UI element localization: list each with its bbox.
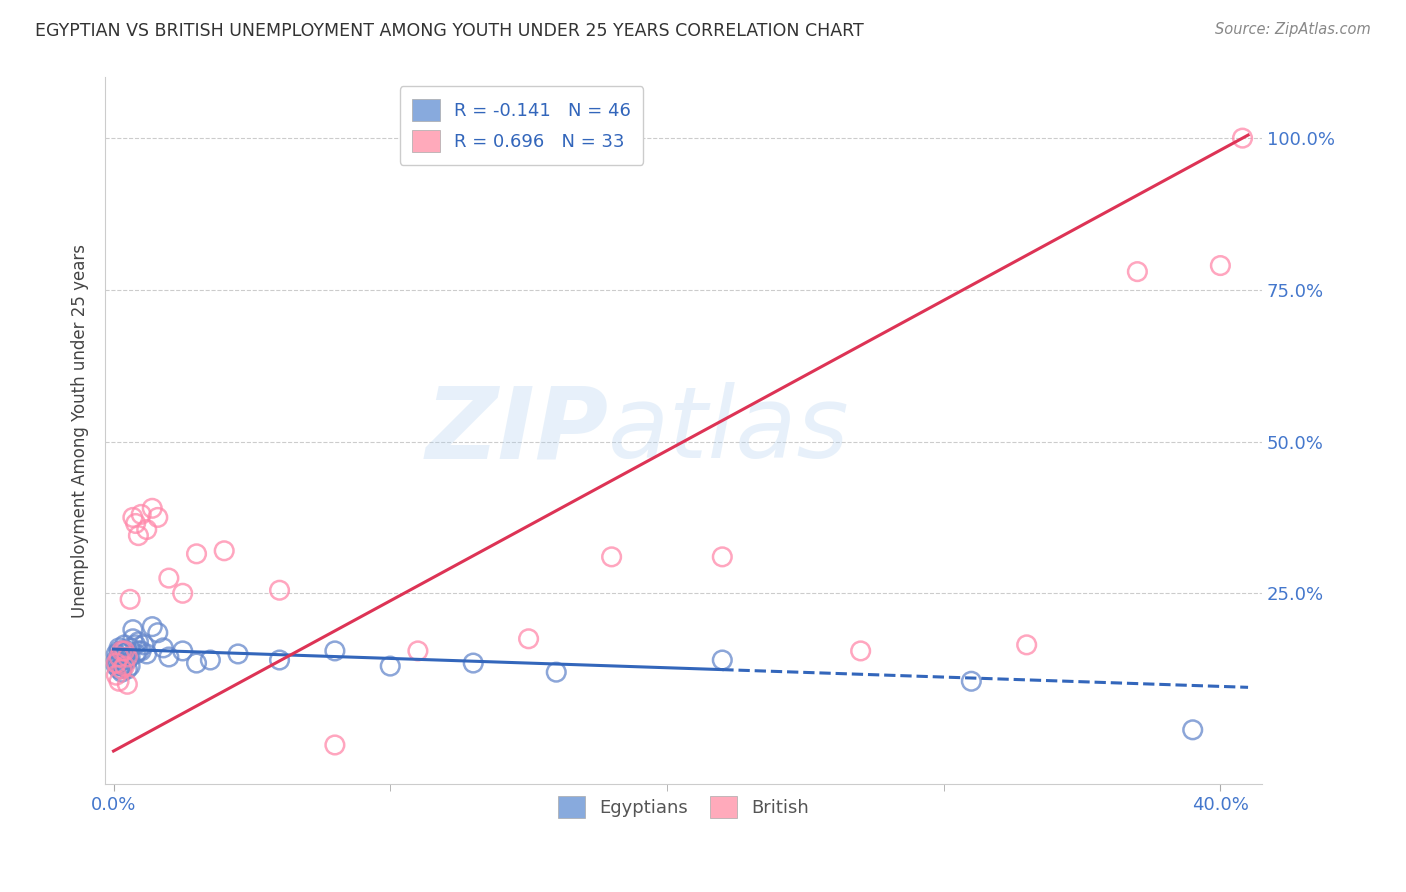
- Point: [1232, 131, 1254, 145]
- Point: [600, 549, 623, 564]
- Point: [152, 640, 174, 655]
- Point: [105, 647, 128, 661]
- Point: [146, 625, 169, 640]
- Point: [114, 656, 136, 670]
- Point: [105, 659, 128, 673]
- Point: [141, 501, 163, 516]
- Point: [108, 644, 131, 658]
- Point: [1181, 723, 1204, 737]
- Point: [114, 644, 136, 658]
- Point: [135, 523, 157, 537]
- Point: [114, 659, 136, 673]
- Point: [1015, 638, 1038, 652]
- Point: [200, 653, 222, 667]
- Point: [108, 662, 131, 676]
- Point: [111, 644, 134, 658]
- Point: [1126, 265, 1149, 279]
- Point: [172, 586, 194, 600]
- Point: [117, 650, 139, 665]
- Point: [129, 644, 152, 658]
- Point: [117, 662, 139, 676]
- Point: [127, 644, 149, 658]
- Point: [463, 656, 485, 670]
- Point: [105, 653, 128, 667]
- Text: EGYPTIAN VS BRITISH UNEMPLOYMENT AMONG YOUTH UNDER 25 YEARS CORRELATION CHART: EGYPTIAN VS BRITISH UNEMPLOYMENT AMONG Y…: [35, 22, 863, 40]
- Point: [108, 640, 131, 655]
- Point: [1209, 259, 1232, 273]
- Point: [380, 659, 402, 673]
- Point: [124, 638, 146, 652]
- Point: [323, 644, 346, 658]
- Point: [117, 644, 139, 658]
- Point: [269, 653, 291, 667]
- Point: [108, 650, 131, 665]
- Point: [122, 632, 145, 646]
- Point: [111, 665, 134, 680]
- Point: [406, 644, 429, 658]
- Point: [172, 644, 194, 658]
- Point: [546, 665, 568, 680]
- Point: [111, 662, 134, 676]
- Point: [226, 647, 249, 661]
- Point: [117, 653, 139, 667]
- Point: [122, 623, 145, 637]
- Point: [124, 516, 146, 531]
- Point: [269, 583, 291, 598]
- Point: [122, 510, 145, 524]
- Y-axis label: Unemployment Among Youth under 25 years: Unemployment Among Youth under 25 years: [72, 244, 89, 618]
- Legend: Egyptians, British: Egyptians, British: [551, 789, 817, 825]
- Point: [129, 508, 152, 522]
- Point: [108, 650, 131, 665]
- Text: atlas: atlas: [609, 383, 851, 479]
- Point: [141, 620, 163, 634]
- Point: [114, 647, 136, 661]
- Point: [120, 640, 142, 655]
- Point: [186, 547, 208, 561]
- Point: [186, 656, 208, 670]
- Point: [146, 510, 169, 524]
- Point: [157, 571, 180, 585]
- Point: [111, 659, 134, 673]
- Point: [960, 674, 983, 689]
- Text: Source: ZipAtlas.com: Source: ZipAtlas.com: [1215, 22, 1371, 37]
- Point: [135, 647, 157, 661]
- Point: [120, 659, 142, 673]
- Point: [849, 644, 872, 658]
- Point: [157, 650, 180, 665]
- Point: [120, 650, 142, 665]
- Point: [105, 656, 128, 670]
- Text: ZIP: ZIP: [426, 383, 609, 479]
- Point: [108, 656, 131, 670]
- Point: [124, 647, 146, 661]
- Point: [108, 674, 131, 689]
- Point: [111, 644, 134, 658]
- Point: [711, 653, 734, 667]
- Point: [105, 668, 128, 682]
- Point: [127, 528, 149, 542]
- Point: [711, 549, 734, 564]
- Point: [127, 635, 149, 649]
- Point: [323, 738, 346, 752]
- Point: [114, 638, 136, 652]
- Point: [132, 638, 155, 652]
- Point: [212, 543, 235, 558]
- Point: [111, 650, 134, 665]
- Point: [117, 677, 139, 691]
- Point: [120, 592, 142, 607]
- Point: [517, 632, 540, 646]
